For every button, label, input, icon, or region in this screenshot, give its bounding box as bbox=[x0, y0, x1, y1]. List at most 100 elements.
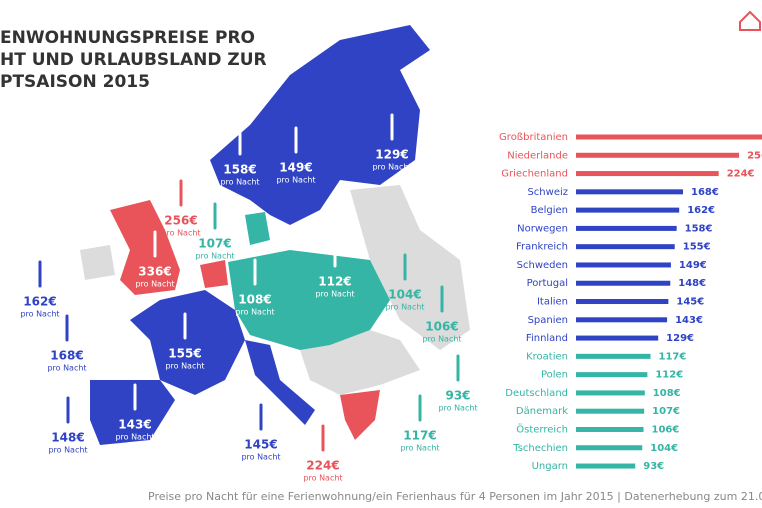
category-label: Deutschland bbox=[505, 388, 568, 399]
category-label: Schweiz bbox=[527, 187, 568, 198]
category-label: Polen bbox=[541, 370, 568, 381]
value-label: 168€ bbox=[691, 187, 719, 198]
bar bbox=[576, 207, 680, 213]
bar bbox=[576, 244, 675, 250]
footnote: Preise pro Nacht für eine Ferienwohnung/… bbox=[148, 490, 762, 503]
country bbox=[340, 390, 380, 440]
map-note: pro Nacht bbox=[220, 178, 259, 187]
category-label: Norwegen bbox=[517, 223, 568, 234]
value-label: 107€ bbox=[652, 406, 680, 417]
country bbox=[210, 25, 430, 225]
map-price: 155€ bbox=[168, 347, 201, 361]
bar bbox=[576, 134, 762, 140]
value-label: 106€ bbox=[652, 424, 680, 435]
country bbox=[245, 340, 315, 425]
bar bbox=[576, 463, 636, 469]
map bbox=[80, 25, 470, 445]
bar bbox=[576, 262, 671, 268]
value-label: 93€ bbox=[643, 461, 664, 472]
category-label: Tschechien bbox=[512, 443, 568, 454]
map-note: pro Nacht bbox=[438, 404, 477, 413]
bar bbox=[576, 189, 684, 195]
value-label: 155€ bbox=[683, 242, 711, 253]
map-note: pro Nacht bbox=[315, 290, 354, 299]
category-label: Kroatien bbox=[526, 351, 568, 362]
map-note: pro Nacht bbox=[135, 280, 174, 289]
title-line: ENWOHNUNGSPREISE PRO bbox=[0, 28, 255, 48]
map-note: pro Nacht bbox=[161, 229, 200, 238]
map-price: 145€ bbox=[244, 438, 277, 452]
map-note: pro Nacht bbox=[422, 335, 461, 344]
map-note: pro Nacht bbox=[47, 364, 86, 373]
map-note: pro Nacht bbox=[115, 433, 154, 442]
value-label: 224€ bbox=[727, 169, 755, 180]
map-price: 129€ bbox=[375, 148, 408, 162]
bar bbox=[576, 390, 645, 396]
category-label: Dänemark bbox=[516, 406, 568, 417]
map-price: 168€ bbox=[50, 349, 83, 363]
bar bbox=[576, 408, 645, 414]
map-price: 158€ bbox=[223, 163, 256, 177]
value-label: 145€ bbox=[676, 297, 704, 308]
title-line: HT UND URLAUBSLAND ZUR bbox=[0, 50, 267, 70]
map-price: 104€ bbox=[388, 288, 421, 302]
map-price: 106€ bbox=[425, 320, 458, 334]
value-label: 129€ bbox=[666, 333, 694, 344]
value-label: 148€ bbox=[678, 278, 706, 289]
category-label: Italien bbox=[537, 297, 568, 308]
value-label: 112€ bbox=[655, 370, 683, 381]
logo bbox=[739, 10, 761, 31]
map-price: 117€ bbox=[403, 429, 436, 443]
country bbox=[350, 185, 470, 350]
country bbox=[245, 212, 270, 245]
map-price: 112€ bbox=[318, 275, 351, 289]
value-label: 149€ bbox=[679, 260, 707, 271]
map-price: 162€ bbox=[23, 295, 56, 309]
country bbox=[110, 200, 180, 295]
category-label: Spanien bbox=[528, 315, 568, 326]
category-label: Ungarn bbox=[532, 461, 568, 472]
value-label: 108€ bbox=[653, 388, 681, 399]
value-label: 143€ bbox=[675, 315, 703, 326]
category-label: Österreich bbox=[516, 422, 568, 435]
category-label: Finnland bbox=[526, 333, 568, 344]
country bbox=[200, 260, 228, 288]
value-label: 117€ bbox=[659, 351, 687, 362]
bar bbox=[576, 335, 659, 341]
country bbox=[130, 290, 245, 395]
map-price: 107€ bbox=[198, 237, 231, 251]
map-note: pro Nacht bbox=[303, 474, 342, 483]
category-label: Frankreich bbox=[516, 242, 568, 253]
map-note: pro Nacht bbox=[241, 453, 280, 462]
map-price: 224€ bbox=[306, 459, 339, 473]
category-label: Belgien bbox=[531, 205, 568, 216]
category-label: Schweden bbox=[517, 260, 568, 271]
title-line: PTSAISON 2015 bbox=[0, 72, 150, 92]
country bbox=[90, 380, 175, 445]
bar bbox=[576, 426, 644, 432]
bar bbox=[576, 445, 643, 451]
category-label: Niederlande bbox=[507, 150, 568, 161]
value-label: 158€ bbox=[685, 223, 713, 234]
category-label: Griechenland bbox=[501, 169, 568, 180]
bar bbox=[576, 317, 668, 323]
value-label: 256€ bbox=[747, 150, 762, 161]
bar bbox=[576, 280, 671, 286]
bar bbox=[576, 152, 740, 158]
map-price: 256€ bbox=[164, 214, 197, 228]
category-label: Portugal bbox=[527, 278, 568, 289]
map-note: pro Nacht bbox=[165, 362, 204, 371]
map-note: pro Nacht bbox=[385, 303, 424, 312]
map-price: 143€ bbox=[118, 418, 151, 432]
bar bbox=[576, 171, 719, 177]
bar bbox=[576, 225, 677, 231]
map-note: pro Nacht bbox=[48, 446, 87, 455]
value-label: 162€ bbox=[687, 205, 715, 216]
value-label: 104€ bbox=[650, 443, 678, 454]
map-price: 93€ bbox=[445, 389, 470, 403]
map-note: pro Nacht bbox=[372, 163, 411, 172]
map-price: 108€ bbox=[238, 293, 271, 307]
bar bbox=[576, 372, 648, 378]
